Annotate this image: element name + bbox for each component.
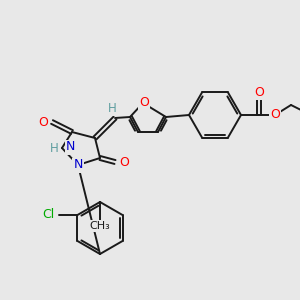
Text: O: O <box>119 155 129 169</box>
Text: Cl: Cl <box>42 208 55 221</box>
Text: H: H <box>108 103 116 116</box>
Text: O: O <box>254 85 264 98</box>
Text: H: H <box>50 142 59 154</box>
Text: O: O <box>270 109 280 122</box>
Text: N: N <box>73 158 83 172</box>
Text: O: O <box>38 116 48 128</box>
Text: CH₃: CH₃ <box>90 221 110 231</box>
Text: N: N <box>66 140 75 154</box>
Text: O: O <box>139 95 149 109</box>
